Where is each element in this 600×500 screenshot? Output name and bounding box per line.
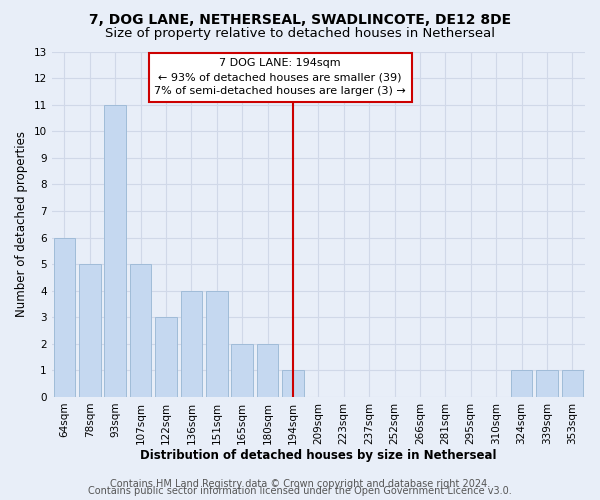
Text: Contains HM Land Registry data © Crown copyright and database right 2024.: Contains HM Land Registry data © Crown c… bbox=[110, 479, 490, 489]
Bar bbox=[104, 104, 126, 397]
Bar bbox=[562, 370, 583, 397]
Text: Size of property relative to detached houses in Netherseal: Size of property relative to detached ho… bbox=[105, 28, 495, 40]
Bar bbox=[206, 290, 227, 397]
Bar bbox=[130, 264, 151, 397]
Bar bbox=[181, 290, 202, 397]
X-axis label: Distribution of detached houses by size in Netherseal: Distribution of detached houses by size … bbox=[140, 450, 497, 462]
Bar bbox=[511, 370, 532, 397]
Bar bbox=[155, 317, 177, 397]
Bar bbox=[257, 344, 278, 397]
Bar bbox=[232, 344, 253, 397]
Bar bbox=[79, 264, 101, 397]
Text: 7, DOG LANE, NETHERSEAL, SWADLINCOTE, DE12 8DE: 7, DOG LANE, NETHERSEAL, SWADLINCOTE, DE… bbox=[89, 12, 511, 26]
Bar bbox=[536, 370, 557, 397]
Y-axis label: Number of detached properties: Number of detached properties bbox=[15, 131, 28, 317]
Bar bbox=[53, 238, 75, 397]
Text: Contains public sector information licensed under the Open Government Licence v3: Contains public sector information licen… bbox=[88, 486, 512, 496]
Text: 7 DOG LANE: 194sqm
← 93% of detached houses are smaller (39)
7% of semi-detached: 7 DOG LANE: 194sqm ← 93% of detached hou… bbox=[154, 58, 406, 96]
Bar bbox=[282, 370, 304, 397]
